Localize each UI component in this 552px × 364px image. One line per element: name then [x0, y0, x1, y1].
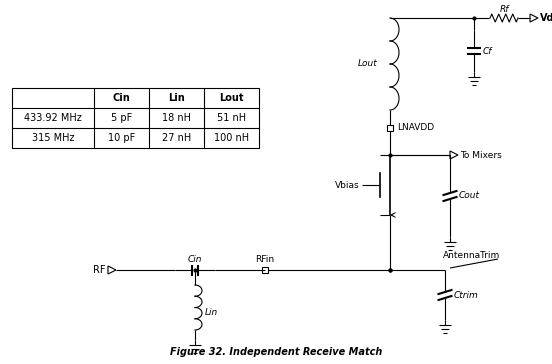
Text: Lin: Lin	[168, 93, 185, 103]
Bar	[12, 88, 259, 148]
Text: Cin: Cin	[113, 93, 130, 103]
Bar	[387, 125, 393, 131]
Text: LNAVDD: LNAVDD	[397, 123, 434, 132]
Text: Cout: Cout	[459, 191, 480, 201]
Bar	[262, 267, 268, 273]
Text: Figure 32. Independent Receive Match: Figure 32. Independent Receive Match	[170, 347, 382, 357]
Text: Ctrim: Ctrim	[454, 290, 479, 300]
Text: Cf: Cf	[483, 47, 492, 55]
Text: Vbias: Vbias	[336, 181, 360, 190]
Text: 18 nH: 18 nH	[162, 113, 191, 123]
Text: 5 pF: 5 pF	[111, 113, 132, 123]
Text: RF: RF	[93, 265, 106, 275]
Text: Cin: Cin	[188, 256, 202, 265]
Text: 100 nH: 100 nH	[214, 133, 249, 143]
Text: Lin: Lin	[205, 308, 218, 317]
Text: AntennaTrim: AntennaTrim	[443, 250, 500, 260]
Text: Rf: Rf	[500, 5, 509, 15]
Text: 51 nH: 51 nH	[217, 113, 246, 123]
Text: Lout: Lout	[358, 59, 378, 68]
Text: 315 MHz: 315 MHz	[32, 133, 75, 143]
Text: 27 nH: 27 nH	[162, 133, 191, 143]
Text: Vdd: Vdd	[540, 13, 552, 23]
Text: To Mixers: To Mixers	[460, 150, 502, 159]
Text: 10 pF: 10 pF	[108, 133, 135, 143]
Text: Lout: Lout	[219, 93, 244, 103]
Text: RFin: RFin	[256, 256, 274, 265]
Text: 433.92 MHz: 433.92 MHz	[24, 113, 82, 123]
